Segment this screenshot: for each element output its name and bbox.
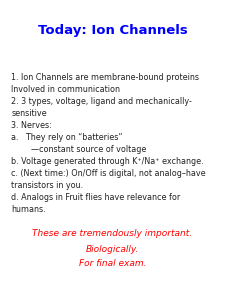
Text: Today: Ion Channels: Today: Ion Channels — [38, 24, 187, 37]
Text: transistors in you.: transistors in you. — [11, 182, 83, 190]
Text: c. (Next time:) On/Off is digital, not analog–have: c. (Next time:) On/Off is digital, not a… — [11, 169, 206, 178]
Text: 3. Nerves:: 3. Nerves: — [11, 122, 52, 130]
Text: 2. 3 types, voltage, ligand and mechanically-: 2. 3 types, voltage, ligand and mechanic… — [11, 98, 192, 106]
Text: For final exam.: For final exam. — [79, 260, 146, 268]
Text: d. Analogs in Fruit flies have relevance for: d. Analogs in Fruit flies have relevance… — [11, 194, 180, 202]
Text: sensitive: sensitive — [11, 110, 47, 118]
Text: a.   They rely on “batteries”: a. They rely on “batteries” — [11, 134, 123, 142]
Text: Involved in communication: Involved in communication — [11, 85, 120, 94]
Text: humans.: humans. — [11, 206, 46, 214]
Text: —constant source of voltage: —constant source of voltage — [11, 146, 147, 154]
Text: These are tremendously important.: These are tremendously important. — [32, 230, 193, 238]
Text: Biologically.: Biologically. — [86, 244, 139, 253]
Text: b. Voltage generated through K⁺/Na⁺ exchange.: b. Voltage generated through K⁺/Na⁺ exch… — [11, 158, 204, 166]
Text: 1. Ion Channels are membrane-bound proteins: 1. Ion Channels are membrane-bound prote… — [11, 74, 199, 82]
